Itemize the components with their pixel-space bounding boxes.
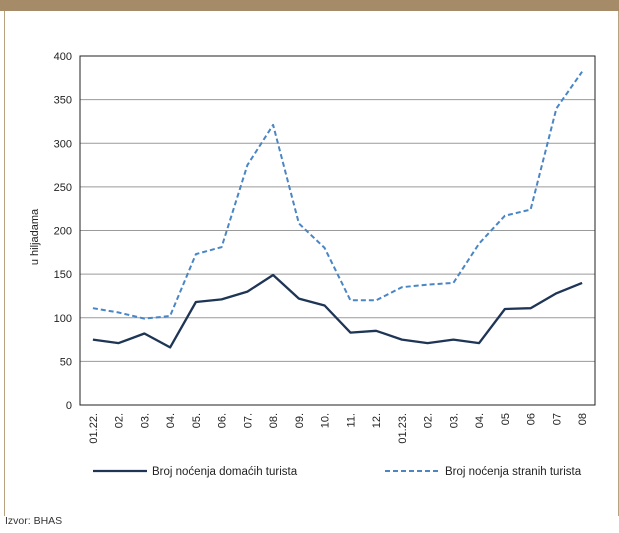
x-tick-label-2: 03. [139,413,151,428]
x-tick-label-17: 06 [526,413,538,425]
y-tick-label-150: 150 [54,269,72,281]
x-tick-label-5: 06. [217,413,229,428]
x-tick-label-3: 04. [165,413,177,428]
x-axis-ticks: 01.22. 02. 03. 04. 05. 06. 07. 08. 09. 10. 11. 12. 0… [88,413,589,444]
y-tick-label-50: 50 [60,356,72,368]
legend: Broj noćenja domaćih turista Broj noćenja… [93,466,582,478]
x-tick-label-10: 11. [345,413,357,427]
plot-frame [79,55,596,406]
x-tick-label-19: 08 [577,413,589,425]
x-tick-label-8: 09. [294,413,306,428]
x-tick-label-18: 07 [551,413,563,425]
x-tick-label-15: 04. [474,413,486,428]
x-tick-label-11: 12. [371,413,383,428]
y-tick-label-350: 350 [54,95,72,107]
grid-lines [80,99,595,362]
x-tick-label-6: 07. [242,413,254,428]
y-tick-label-0: 0 [66,400,72,412]
series-line-domestic [92,273,583,349]
header-bar [0,0,619,11]
y-tick-label-300: 300 [54,138,72,150]
series-lines [92,71,583,349]
y-tick-label-200: 200 [54,226,72,238]
x-tick-label-12: 01.23. [397,413,409,444]
x-tick-label-1: 02. [114,413,126,428]
frame-left-border [4,11,5,516]
y-tick-label-400: 400 [54,51,72,63]
x-tick-label-16: 05 [500,413,512,425]
x-tick-label-0: 01.22. [88,413,100,444]
series-line-foreign [92,71,583,320]
legend-label-1: Broj noćenja stranih turista [445,466,582,478]
x-tick-label-13: 02. [423,413,435,428]
y-tick-label-250: 250 [54,182,72,194]
y-axis-ticks: 0 50 100 150 200 250 300 350 400 [54,51,72,412]
x-tick-label-4: 05. [191,413,203,428]
y-tick-label-100: 100 [54,313,72,325]
x-tick-label-14: 03. [448,413,460,428]
source-note: Izvor: BHAS [5,515,63,527]
x-tick-label-7: 08. [268,413,280,428]
x-tick-label-9: 10. [320,413,332,428]
y-axis-label: u hiljadama [29,208,41,265]
legend-label-0: Broj noćenja domaćih turista [152,466,298,478]
